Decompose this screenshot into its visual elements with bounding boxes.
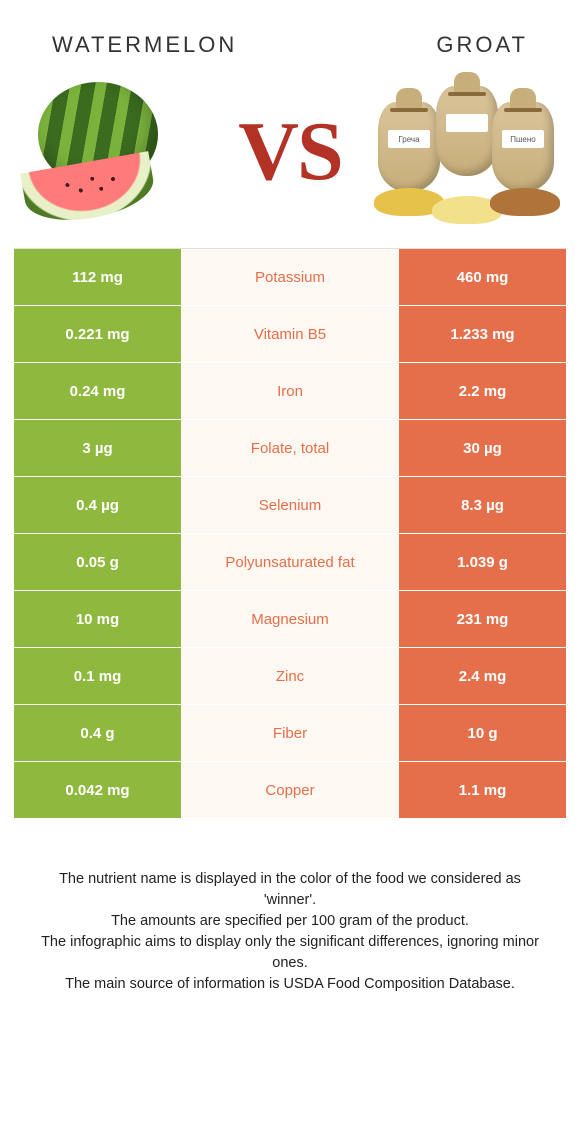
nutrient-name-cell: Polyunsaturated fat: [182, 534, 398, 590]
right-value-cell: 1.233 mg: [398, 306, 566, 362]
left-value-cell: 0.042 mg: [14, 762, 182, 818]
table-row: 3 µgFolate, total30 µg: [14, 420, 566, 477]
nutrient-name-cell: Folate, total: [182, 420, 398, 476]
left-value-cell: 112 mg: [14, 249, 182, 305]
nutrient-name-cell: Magnesium: [182, 591, 398, 647]
footnote-line: The nutrient name is displayed in the co…: [34, 869, 546, 911]
watermelon-image: [18, 76, 208, 226]
table-row: 0.05 gPolyunsaturated fat1.039 g: [14, 534, 566, 591]
table-row: 0.221 mgVitamin B51.233 mg: [14, 306, 566, 363]
nutrient-name-cell: Potassium: [182, 249, 398, 305]
table-row: 0.4 µgSelenium8.3 µg: [14, 477, 566, 534]
groat-image: Греча Пшено: [372, 76, 562, 226]
table-row: 112 mgPotassium460 mg: [14, 249, 566, 306]
left-value-cell: 0.1 mg: [14, 648, 182, 704]
table-row: 0.24 mgIron2.2 mg: [14, 363, 566, 420]
right-value-cell: 2.4 mg: [398, 648, 566, 704]
right-value-cell: 8.3 µg: [398, 477, 566, 533]
nutrient-name-cell: Vitamin B5: [182, 306, 398, 362]
right-value-cell: 460 mg: [398, 249, 566, 305]
right-value-cell: 231 mg: [398, 591, 566, 647]
right-value-cell: 2.2 mg: [398, 363, 566, 419]
left-value-cell: 10 mg: [14, 591, 182, 647]
vs-label: VS: [238, 103, 341, 200]
left-value-cell: 0.4 g: [14, 705, 182, 761]
left-value-cell: 0.05 g: [14, 534, 182, 590]
left-food-title: WATERMELON: [52, 32, 237, 58]
left-value-cell: 0.221 mg: [14, 306, 182, 362]
footnote-line: The main source of information is USDA F…: [34, 974, 546, 995]
title-row: WATERMELON GROAT: [14, 14, 566, 68]
left-value-cell: 0.4 µg: [14, 477, 182, 533]
left-value-cell: 3 µg: [14, 420, 182, 476]
right-value-cell: 1.039 g: [398, 534, 566, 590]
table-row: 0.4 gFiber10 g: [14, 705, 566, 762]
nutrient-name-cell: Selenium: [182, 477, 398, 533]
footnotes: The nutrient name is displayed in the co…: [14, 819, 566, 995]
comparison-table: 112 mgPotassium460 mg0.221 mgVitamin B51…: [14, 248, 566, 819]
footnote-line: The infographic aims to display only the…: [34, 932, 546, 974]
table-row: 0.1 mgZinc2.4 mg: [14, 648, 566, 705]
table-row: 0.042 mgCopper1.1 mg: [14, 762, 566, 819]
right-value-cell: 1.1 mg: [398, 762, 566, 818]
footnote-line: The amounts are specified per 100 gram o…: [34, 911, 546, 932]
right-value-cell: 10 g: [398, 705, 566, 761]
nutrient-name-cell: Copper: [182, 762, 398, 818]
left-value-cell: 0.24 mg: [14, 363, 182, 419]
hero-row: VS Греча Пшено: [14, 68, 566, 248]
table-row: 10 mgMagnesium231 mg: [14, 591, 566, 648]
right-food-title: GROAT: [436, 32, 528, 58]
nutrient-name-cell: Zinc: [182, 648, 398, 704]
right-value-cell: 30 µg: [398, 420, 566, 476]
nutrient-name-cell: Iron: [182, 363, 398, 419]
nutrient-name-cell: Fiber: [182, 705, 398, 761]
